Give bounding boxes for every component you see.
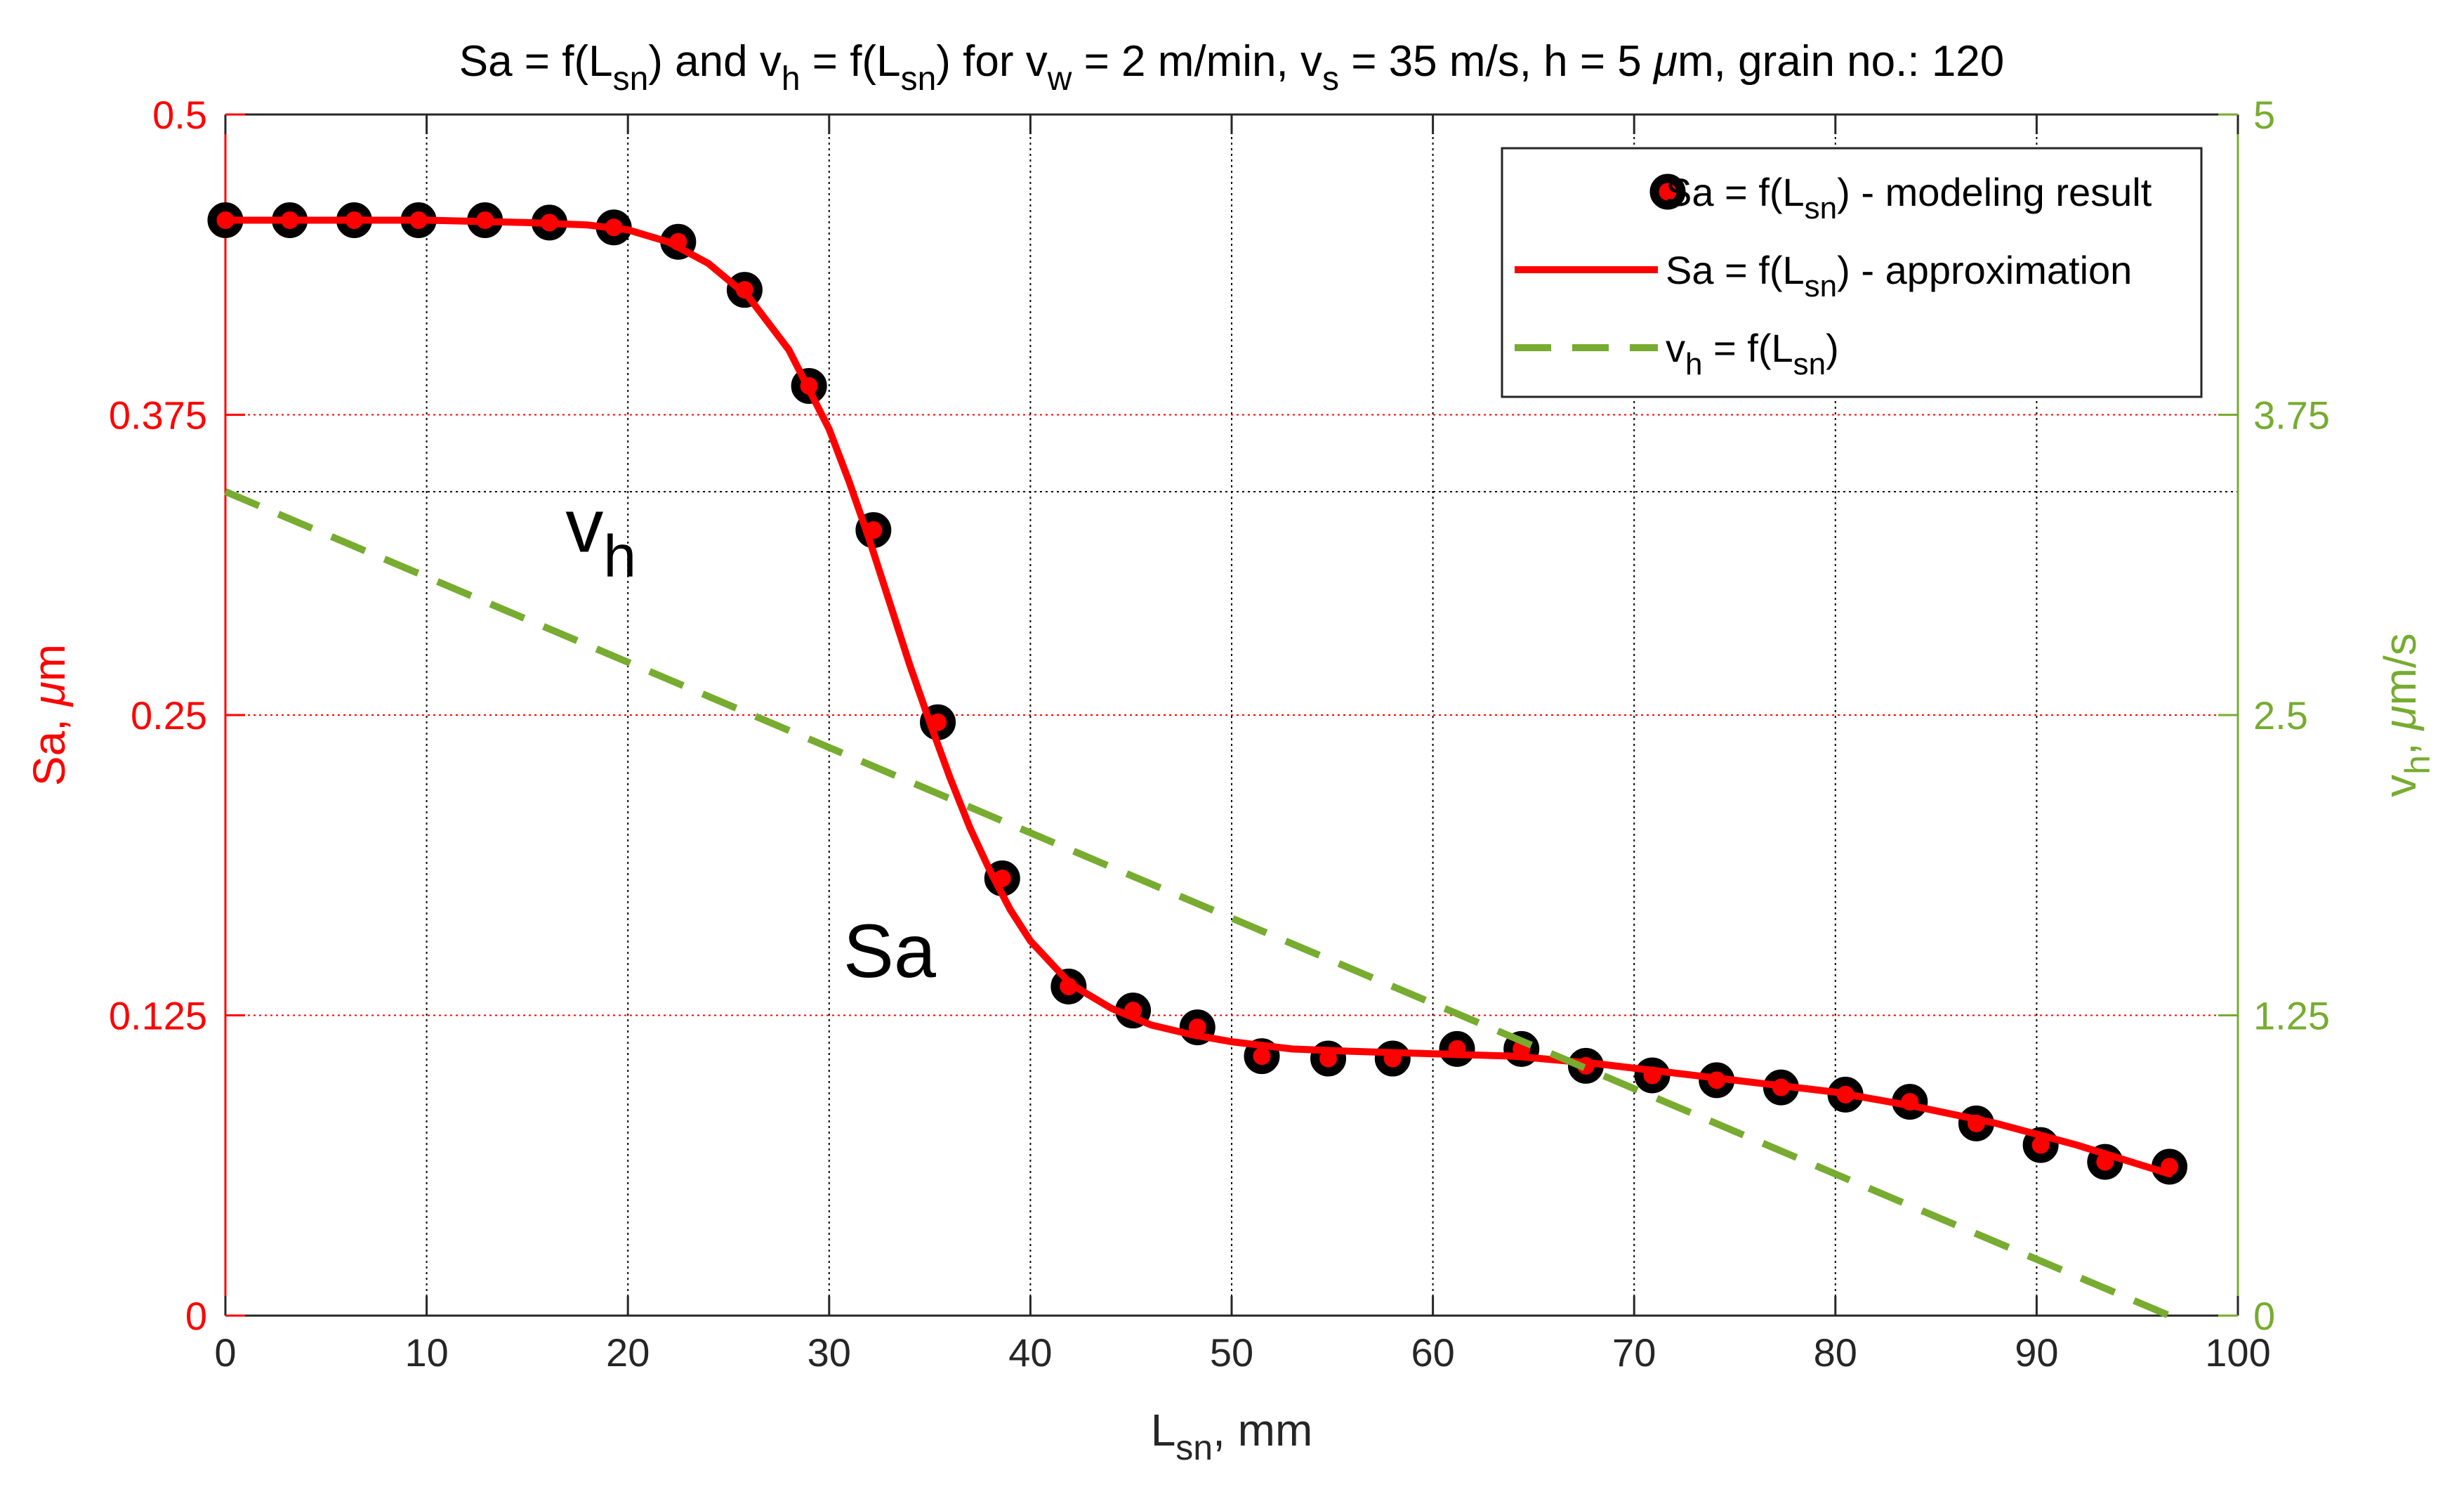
y-left-tick-label: 0: [185, 1294, 207, 1338]
y-left-tick-label: 0.375: [109, 393, 207, 438]
annotation-sa: Sa: [843, 908, 937, 993]
x-tick-label: 100: [2205, 1330, 2270, 1375]
series-layer: [207, 202, 2188, 1319]
x-axis-label: Lsn, mm: [1151, 1405, 1313, 1467]
data-point-modeling-result: [1439, 1030, 1475, 1067]
x-tick-label: 20: [606, 1330, 650, 1375]
text-layer: Sa = f(Lsn) and vh = f(Lsn) for vw = 2 m…: [24, 37, 2437, 1467]
chart-title: Sa = f(Lsn) and vh = f(Lsn) for vw = 2 m…: [459, 37, 2005, 98]
x-tick-label: 40: [1008, 1330, 1052, 1375]
y-right-tick-label: 0: [2253, 1294, 2275, 1338]
legend-label: Sa = f(Lsn) - modeling result: [1666, 170, 2152, 225]
y-axis-right-label: vh, μm/s: [2375, 633, 2437, 797]
y-left-tick-label: 0.5: [152, 93, 207, 137]
y-right-tick-label: 2.5: [2253, 693, 2308, 738]
x-tick-label: 10: [404, 1330, 448, 1375]
series-line-approximation: [222, 216, 2173, 1178]
grid: [225, 114, 2238, 1316]
x-tick-label: 90: [2015, 1330, 2058, 1375]
y-right-tick-label: 1.25: [2253, 994, 2330, 1038]
legend-label: vh = f(Lsn): [1666, 326, 1839, 381]
x-tick-label: 60: [1411, 1330, 1454, 1375]
y-right-tick-label: 5: [2253, 93, 2275, 137]
series-line-vh: [224, 488, 2171, 1319]
x-tick-label: 80: [1814, 1330, 1857, 1375]
x-tick-label: 50: [1210, 1330, 1253, 1375]
y-axis-left-label: Sa, μm: [24, 644, 74, 786]
x-tick-label: 70: [1612, 1330, 1656, 1375]
y-right-tick-label: 3.75: [2253, 393, 2330, 438]
legend-label: Sa = f(Lsn) - approximation: [1666, 248, 2132, 303]
y-left-tick-label: 0.125: [109, 994, 207, 1038]
legend-swatch-markers: [1649, 173, 1686, 210]
x-tick-label: 0: [214, 1330, 236, 1375]
annotation-vh: vh: [565, 483, 636, 589]
axes: 0 10 20 30 40 50 60 70 80 90 10000.1250.250.3750.5…: [109, 93, 2330, 1375]
y-left-tick-label: 0.25: [131, 693, 207, 738]
x-tick-label: 30: [808, 1330, 851, 1375]
legend: Sa = f(Lsn) - modeling result Sa = f(Lsn)…: [1501, 147, 2203, 398]
